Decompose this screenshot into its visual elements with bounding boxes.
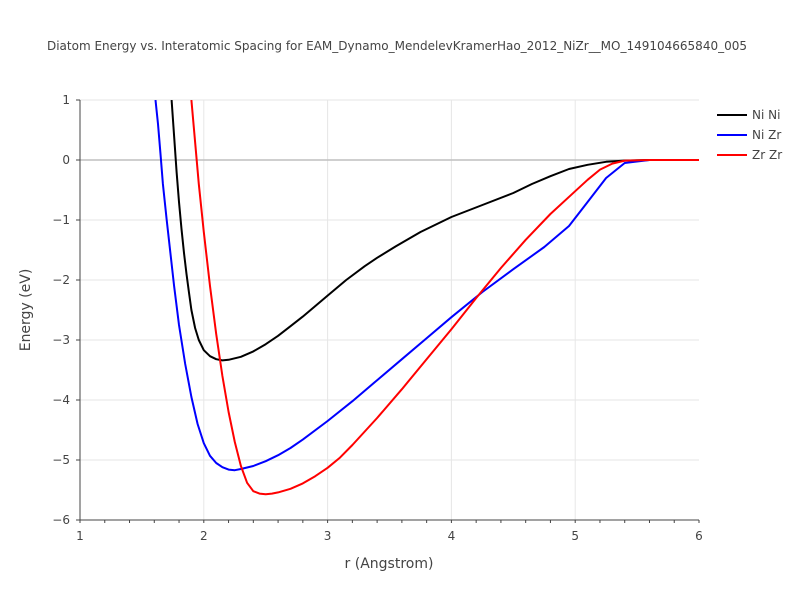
- x-tick-label: 3: [324, 529, 332, 543]
- x-axis-ticks: 1 2 3 4 5 6: [76, 520, 703, 543]
- series-line-zr-zr: [190, 100, 699, 496]
- x-tick-label: 2: [200, 529, 208, 543]
- legend-label-zr-zr: Zr Zr: [752, 148, 782, 162]
- y-tick-label: −2: [52, 273, 70, 287]
- plot-lines: [154, 100, 699, 496]
- x-axis-title: r (Angstrom): [345, 556, 434, 572]
- x-tick-label: 4: [448, 529, 456, 543]
- y-axis-title: Energy (eV): [18, 269, 34, 352]
- legend: Ni Ni Ni Zr Zr Zr: [717, 108, 782, 162]
- legend-label-ni-ni: Ni Ni: [752, 108, 780, 122]
- y-tick-label: −3: [52, 333, 70, 347]
- y-tick-label: 0: [62, 153, 70, 167]
- grid-lines: [80, 99, 699, 520]
- y-tick-label: 1: [62, 93, 70, 107]
- y-tick-label: −5: [52, 453, 70, 467]
- chart-title: Diatom Energy vs. Interatomic Spacing fo…: [47, 39, 747, 53]
- y-tick-label: −6: [52, 513, 70, 527]
- y-tick-label: −4: [52, 393, 70, 407]
- series-line-ni-zr: [154, 100, 699, 472]
- x-tick-label: 1: [76, 529, 84, 543]
- axis-lines: [79, 100, 699, 521]
- series-line-ni-ni: [170, 100, 699, 362]
- x-tick-label: 5: [571, 529, 579, 543]
- y-tick-label: −1: [52, 213, 70, 227]
- legend-label-ni-zr: Ni Zr: [752, 128, 781, 142]
- x-tick-label: 6: [695, 529, 703, 543]
- y-axis-ticks: 1 0 −1 −2 −3 −4 −5 −6: [52, 93, 80, 527]
